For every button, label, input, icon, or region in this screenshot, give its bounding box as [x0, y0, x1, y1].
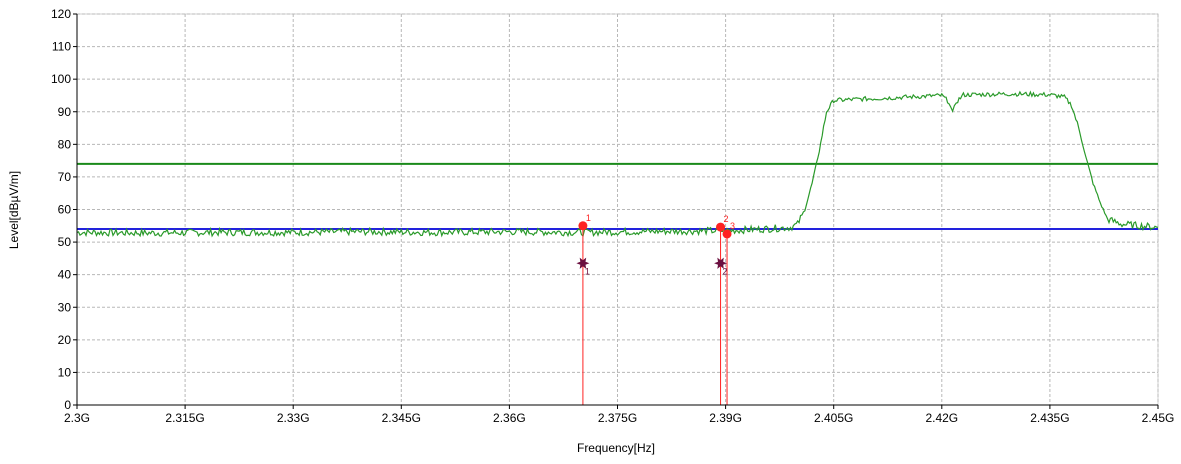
trace-layer [76, 90, 1159, 238]
avg-marker-1 [576, 257, 590, 269]
x-tick-label: 2.45G [1142, 411, 1175, 425]
limit-lines [77, 162, 1158, 231]
y-tick-label: 30 [58, 300, 72, 314]
x-tick-label: 2.345G [382, 411, 421, 425]
peak-marker-label: 1 [586, 213, 591, 223]
y-tick-label: 120 [51, 7, 71, 21]
x-tick-label: 2.33G [277, 411, 310, 425]
x-tick-label: 2.375G [598, 411, 637, 425]
marker-layer: 1 231 2 [576, 213, 735, 405]
avg-marker-2 [714, 257, 728, 269]
y-tick-label: 20 [58, 333, 72, 347]
y-tick-label: 0 [64, 398, 71, 412]
y-tick-label: 70 [58, 170, 72, 184]
peak-marker-label: 3 [730, 221, 735, 231]
y-tick-label: 10 [58, 365, 72, 379]
y-axis-title: Level[dBµV/m] [7, 171, 21, 249]
avg-marker-label: 2 [723, 266, 728, 276]
x-tick-label: 2.315G [165, 411, 204, 425]
peak-marker-2 [716, 222, 726, 232]
x-tick-label: 2.3G [64, 411, 90, 425]
avg-marker-label: 1 [585, 266, 590, 276]
y-tick-label: 60 [58, 203, 72, 217]
x-tick-label: 2.42G [925, 411, 958, 425]
y-tick-label: 90 [58, 105, 72, 119]
y-tick-label: 110 [52, 40, 71, 54]
x-tick-label: 2.435G [1030, 411, 1069, 425]
y-tick-label: 100 [51, 72, 71, 86]
x-tick-label: 2.405G [814, 411, 853, 425]
grid-layer [76, 13, 1159, 406]
y-tick-label: 40 [58, 268, 72, 282]
axis-layer: 0 10 20 30 40 50 60 70 80 90 100 110 120 2.3G 2.315G 2.… [51, 7, 1174, 425]
y-tick-label: 50 [58, 235, 72, 249]
x-tick-label: 2.39G [709, 411, 742, 425]
y-tick-label: 80 [58, 137, 72, 151]
x-axis-title: Frequency[Hz] [577, 441, 655, 455]
spectrum-trace [76, 90, 1159, 238]
peak-marker-3 [722, 229, 732, 239]
peak-marker-1 [578, 221, 588, 231]
x-tick-label: 2.36G [493, 411, 526, 425]
peak-marker-label: 2 [724, 214, 729, 224]
